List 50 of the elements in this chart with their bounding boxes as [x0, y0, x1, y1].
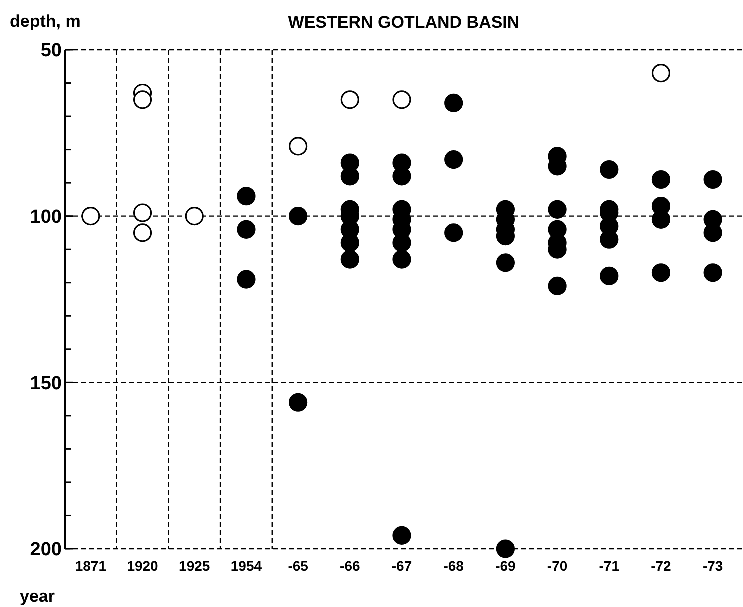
x-tick-label: -70 — [547, 558, 568, 574]
point — [444, 150, 464, 170]
x-tick-label: 1954 — [230, 558, 262, 574]
x-tick-label: 1925 — [179, 558, 210, 574]
point — [289, 393, 308, 412]
x-tick-label: -67 — [392, 558, 412, 574]
point — [392, 526, 412, 545]
point — [340, 250, 360, 269]
point — [652, 170, 671, 190]
y-tick-label: 150 — [30, 373, 62, 394]
point — [444, 224, 464, 242]
point — [289, 207, 308, 226]
point — [82, 207, 100, 226]
y-axis-title: depth, m — [10, 12, 81, 31]
point — [600, 266, 619, 286]
chart-title: WESTERN GOTLAND BASIN — [288, 13, 520, 32]
x-tick-label: -69 — [496, 558, 516, 574]
y-tick-label: 50 — [40, 40, 62, 62]
point — [340, 90, 360, 110]
point — [704, 170, 722, 190]
x-tick-label: -73 — [702, 558, 724, 574]
x-tick-label: 1920 — [127, 558, 159, 574]
x-axis-title: year — [20, 587, 56, 606]
point — [600, 160, 619, 180]
x-tick-label: -66 — [340, 558, 360, 574]
y-tick-label: 100 — [30, 206, 62, 228]
point — [237, 270, 256, 289]
point — [496, 254, 515, 272]
point — [133, 204, 152, 222]
x-tick-label: -68 — [444, 558, 464, 574]
point — [548, 276, 567, 296]
point — [704, 264, 722, 282]
x-tick-label: 1871 — [75, 558, 107, 574]
point — [444, 94, 464, 113]
y-tick-label: 200 — [30, 540, 62, 561]
point — [496, 540, 515, 558]
point — [548, 200, 567, 219]
point — [237, 187, 256, 206]
point — [652, 64, 671, 83]
point — [237, 220, 256, 239]
point — [133, 224, 152, 242]
point — [392, 250, 412, 269]
point — [185, 207, 204, 226]
point — [289, 137, 308, 156]
x-tick-label: -72 — [651, 558, 672, 574]
point — [392, 90, 412, 110]
x-tick-label: -71 — [599, 558, 620, 574]
x-tick-label: -65 — [288, 558, 309, 574]
point — [652, 264, 671, 282]
point — [133, 90, 152, 110]
